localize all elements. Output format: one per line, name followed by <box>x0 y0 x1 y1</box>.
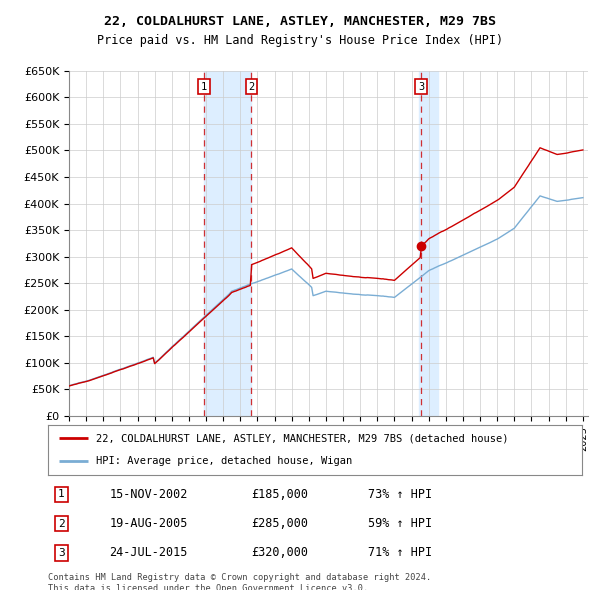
Text: Contains HM Land Registry data © Crown copyright and database right 2024.
This d: Contains HM Land Registry data © Crown c… <box>48 573 431 590</box>
Bar <box>419 71 438 416</box>
Text: 22, COLDALHURST LANE, ASTLEY, MANCHESTER, M29 7BS (detached house): 22, COLDALHURST LANE, ASTLEY, MANCHESTER… <box>96 433 509 443</box>
Text: 73% ↑ HPI: 73% ↑ HPI <box>368 488 433 501</box>
Text: 59% ↑ HPI: 59% ↑ HPI <box>368 517 433 530</box>
Text: £320,000: £320,000 <box>251 546 308 559</box>
Text: 1: 1 <box>201 82 207 91</box>
Bar <box>204 71 251 416</box>
Text: 1: 1 <box>58 489 65 499</box>
Text: £285,000: £285,000 <box>251 517 308 530</box>
Text: 19-AUG-2005: 19-AUG-2005 <box>109 517 188 530</box>
Text: 15-NOV-2002: 15-NOV-2002 <box>109 488 188 501</box>
Text: 3: 3 <box>58 548 65 558</box>
Text: £185,000: £185,000 <box>251 488 308 501</box>
Text: 71% ↑ HPI: 71% ↑ HPI <box>368 546 433 559</box>
Text: HPI: Average price, detached house, Wigan: HPI: Average price, detached house, Wiga… <box>96 457 352 467</box>
Text: 24-JUL-2015: 24-JUL-2015 <box>109 546 188 559</box>
Text: Price paid vs. HM Land Registry's House Price Index (HPI): Price paid vs. HM Land Registry's House … <box>97 34 503 47</box>
Text: 2: 2 <box>248 82 254 91</box>
Text: 2: 2 <box>58 519 65 529</box>
Text: 3: 3 <box>418 82 424 91</box>
Text: 22, COLDALHURST LANE, ASTLEY, MANCHESTER, M29 7BS: 22, COLDALHURST LANE, ASTLEY, MANCHESTER… <box>104 15 496 28</box>
